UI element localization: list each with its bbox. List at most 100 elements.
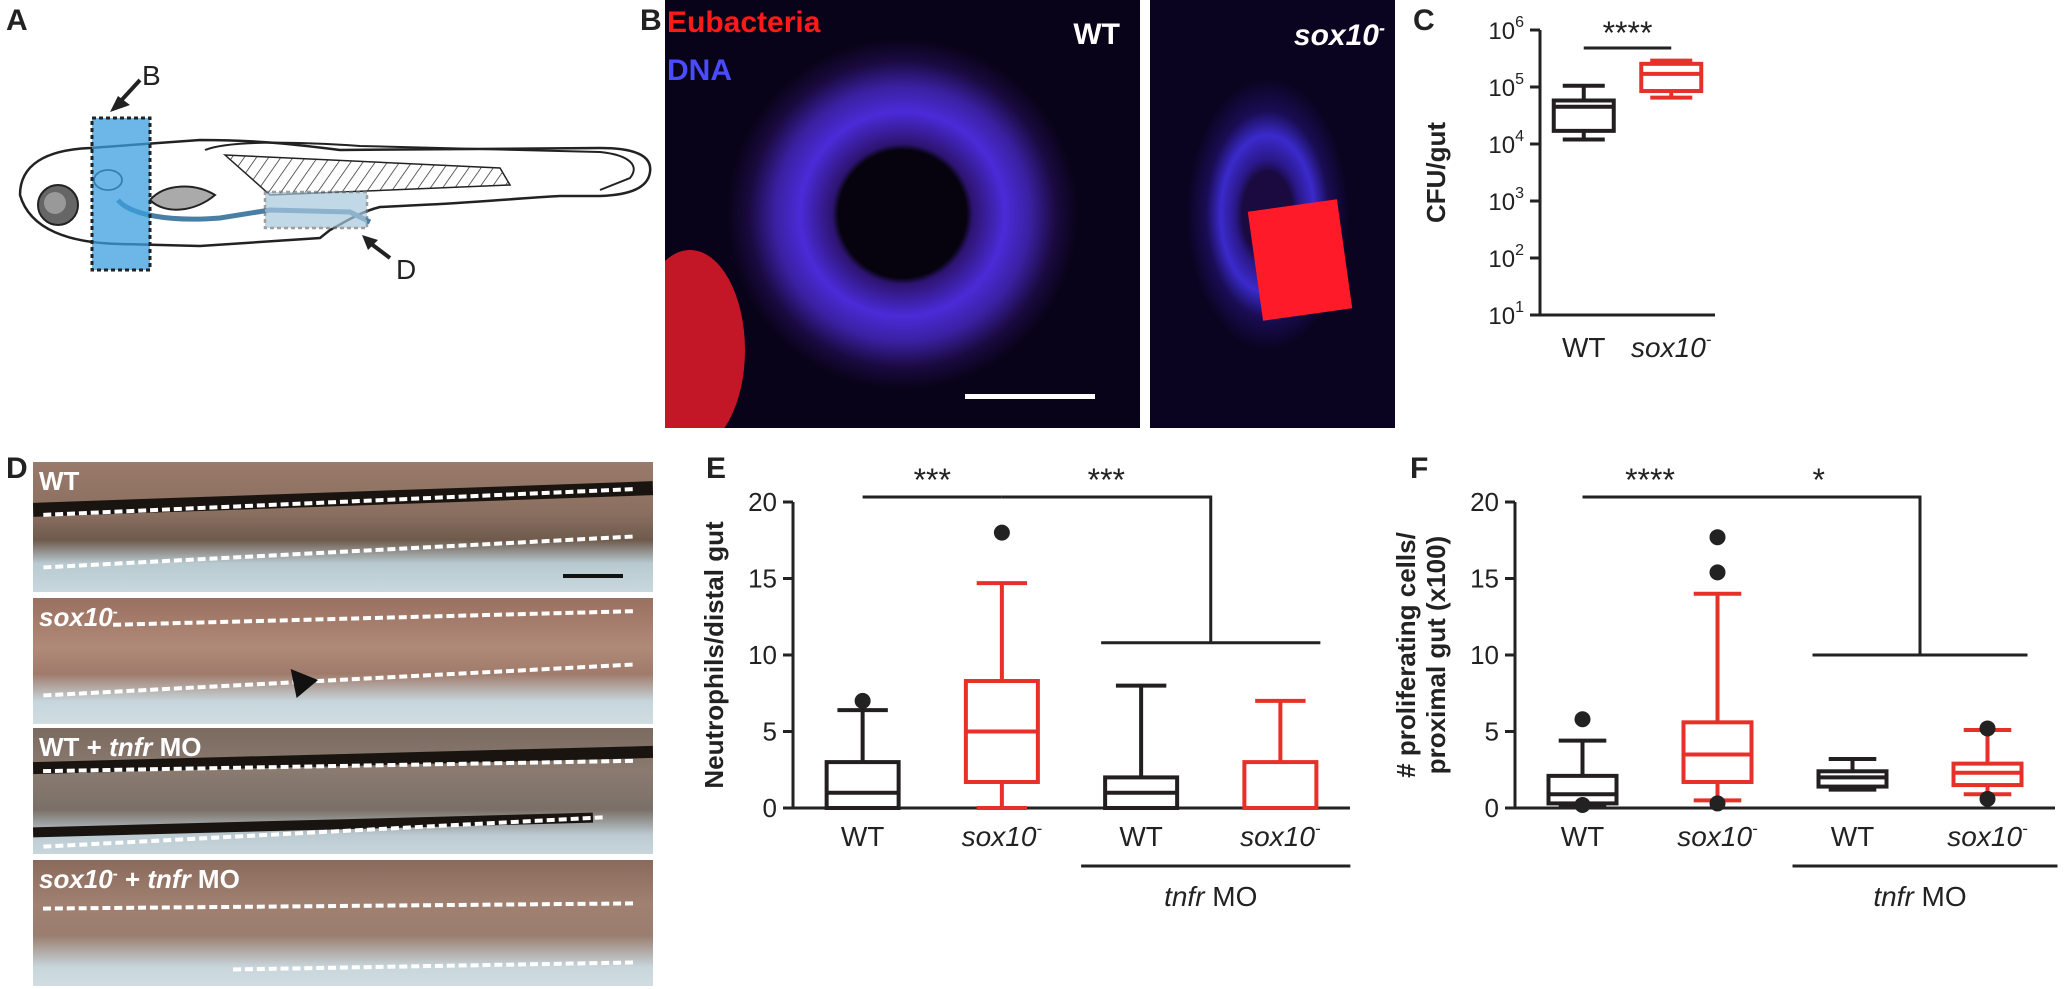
chart-c-svg: 101 102 103 104 105 106 WT sox10- CFU/gut ****	[1421, 14, 1715, 363]
y-axis-label-line1: # proliferating cells/	[1391, 532, 1421, 778]
scale-bar-d	[563, 574, 623, 578]
sig-label-0: ***	[914, 462, 951, 498]
strip-label-wt-text: WT	[39, 466, 80, 496]
dashed-outline-wt-bottom	[43, 534, 633, 570]
chart-c: 101 102 103 104 105 106 WT sox10- CFU/gut ****	[1405, 0, 2065, 460]
larva-fin-outline	[204, 141, 635, 191]
y-axis-label: CFU/gut	[1421, 122, 1451, 223]
x-tick-label-0: WT	[1561, 821, 1605, 852]
label-d-arrow: D	[396, 254, 417, 285]
y-tick-label-4: 20	[1470, 487, 1499, 517]
y-tick-label-4: 105	[1488, 71, 1524, 102]
strip-label-sox10-tnfr-italic: tnfr	[147, 864, 191, 894]
dashed-outline-sox10-tnfr-top	[42, 901, 634, 911]
y-tick-label-4: 20	[748, 487, 777, 517]
stain-label-dna: DNA	[667, 54, 732, 87]
sig-label-1: *	[1813, 462, 1825, 498]
box-0	[824, 760, 901, 811]
strip-label-wt-tnfr-italic: tnfr	[109, 732, 153, 762]
x-tick-label-1: sox10-	[1631, 330, 1712, 363]
region-d-box	[263, 190, 369, 230]
y-tick-label-1: 5	[1485, 717, 1499, 747]
x-tick-label-3: sox10-	[1240, 819, 1321, 852]
chart-e: 0 5 10 15 20 WT sox10- WT sox10- tnfr MO Neutrophi…	[690, 440, 1390, 989]
outlier-1-2	[1709, 795, 1726, 812]
strip-label-wt-tnfr: WT + tnfr MO	[39, 732, 202, 763]
micrograph-sox10: sox10-	[1150, 0, 1395, 428]
y-axis-label-line2: proximal gut (x100)	[1421, 536, 1451, 774]
chart-f-svg: 0 5 10 15 20 WT sox10- WT sox10- tnfr MO # prolife…	[1391, 462, 2058, 912]
strip-wt-tnfr: WT + tnfr MO	[33, 728, 653, 854]
strip-wt: WT	[33, 462, 653, 592]
chart-f: 0 5 10 15 20 WT sox10- WT sox10- tnfr MO # prolife…	[1391, 440, 2067, 989]
x-tick-label-0: WT	[1562, 332, 1606, 363]
strip-label-sox10-tnfr-tail: MO	[190, 864, 240, 894]
dashed-outline-sox10-top	[113, 609, 633, 627]
sig-label-0: ****	[1603, 15, 1653, 51]
stain-label-eubacteria: Eubacteria	[667, 6, 821, 39]
y-tick-label-2: 10	[1470, 640, 1499, 670]
micrograph-wt: Eubacteria DNA WT	[665, 0, 1140, 428]
panel-letter-c: C	[1413, 4, 1435, 37]
label-b-arrow: B	[142, 60, 161, 91]
panel-letter-d: D	[6, 452, 28, 485]
box-0	[1551, 98, 1616, 133]
x-tick-label-0: WT	[841, 821, 885, 852]
y-tick-label-2: 103	[1488, 185, 1524, 216]
box-3	[1242, 760, 1319, 811]
y-tick-label-1: 102	[1488, 242, 1524, 273]
label-sox10-main: sox10	[1293, 19, 1379, 52]
strip-label-wt-tnfr-main: WT +	[39, 732, 110, 762]
y-tick-label-5: 106	[1488, 14, 1524, 45]
scale-bar-b	[965, 394, 1095, 399]
y-tick-label-0: 0	[763, 793, 777, 823]
red-cluster-left	[665, 250, 745, 428]
panel-letter-b: B	[640, 4, 662, 37]
swim-bladder	[148, 185, 217, 211]
strip-label-wt-tnfr-tail: MO	[152, 732, 202, 762]
box-1	[1681, 720, 1754, 784]
outlier-0-0	[1574, 711, 1591, 728]
strip-label-wt: WT	[39, 466, 79, 497]
strip-label-sox10-sup: -	[112, 603, 118, 621]
panel-letter-f: F	[1410, 452, 1429, 485]
chart-e-svg: 0 5 10 15 20 WT sox10- WT sox10- tnfr MO Neutrophi…	[699, 462, 1351, 912]
x-tick-label-2: WT	[1831, 821, 1875, 852]
larva-schematic: B D	[0, 0, 660, 330]
strip-sox10: sox10-	[33, 598, 653, 724]
y-tick-label-3: 104	[1488, 128, 1524, 159]
x-tick-label-3: sox10-	[1947, 819, 2028, 852]
larva-drawing	[18, 78, 652, 272]
label-wt-image: WT	[1073, 18, 1120, 51]
x-tick-label-1: sox10-	[962, 819, 1043, 852]
y-axis-label: Neutrophils/distal gut	[699, 521, 729, 789]
outlier-0-1	[1574, 796, 1591, 813]
strip-label-sox10: sox10-	[39, 602, 118, 633]
outlier-3-1	[1979, 790, 1996, 807]
sig-bracket-1	[1717, 495, 1922, 655]
outlier-1-1	[1709, 564, 1726, 581]
dashed-outline-sox10-bottom	[43, 662, 633, 698]
y-tick-label-0: 101	[1488, 299, 1524, 330]
red-lumen-sox10	[1247, 199, 1353, 321]
section-b-plane	[92, 118, 150, 270]
sig-label-1: ***	[1088, 462, 1125, 498]
outlier-1-0	[993, 524, 1010, 541]
group-label: tnfr MO	[1873, 881, 1966, 912]
dashed-outline-sox10-tnfr-bottom	[232, 960, 634, 972]
outlier-3-0	[1979, 720, 1996, 737]
arrowhead-neutrophil	[279, 660, 319, 698]
y-tick-label-0: 0	[1485, 793, 1499, 823]
box-1	[1639, 61, 1704, 94]
y-tick-label-3: 15	[748, 564, 777, 594]
strip-label-sox10-tnfr: sox10- + tnfr MO	[39, 864, 240, 895]
outlier-1-0	[1709, 529, 1726, 546]
strip-label-sox10-tnfr-main: sox10	[39, 864, 113, 894]
label-sox10-sup: -	[1379, 18, 1385, 38]
strip-label-sox10-tnfr-sup: -	[112, 865, 118, 883]
x-tick-label-1: sox10-	[1677, 819, 1758, 852]
y-tick-label-2: 10	[748, 640, 777, 670]
group-label: tnfr MO	[1164, 881, 1257, 912]
sig-bracket-1	[1001, 495, 1213, 643]
y-tick-label-1: 5	[763, 717, 777, 747]
